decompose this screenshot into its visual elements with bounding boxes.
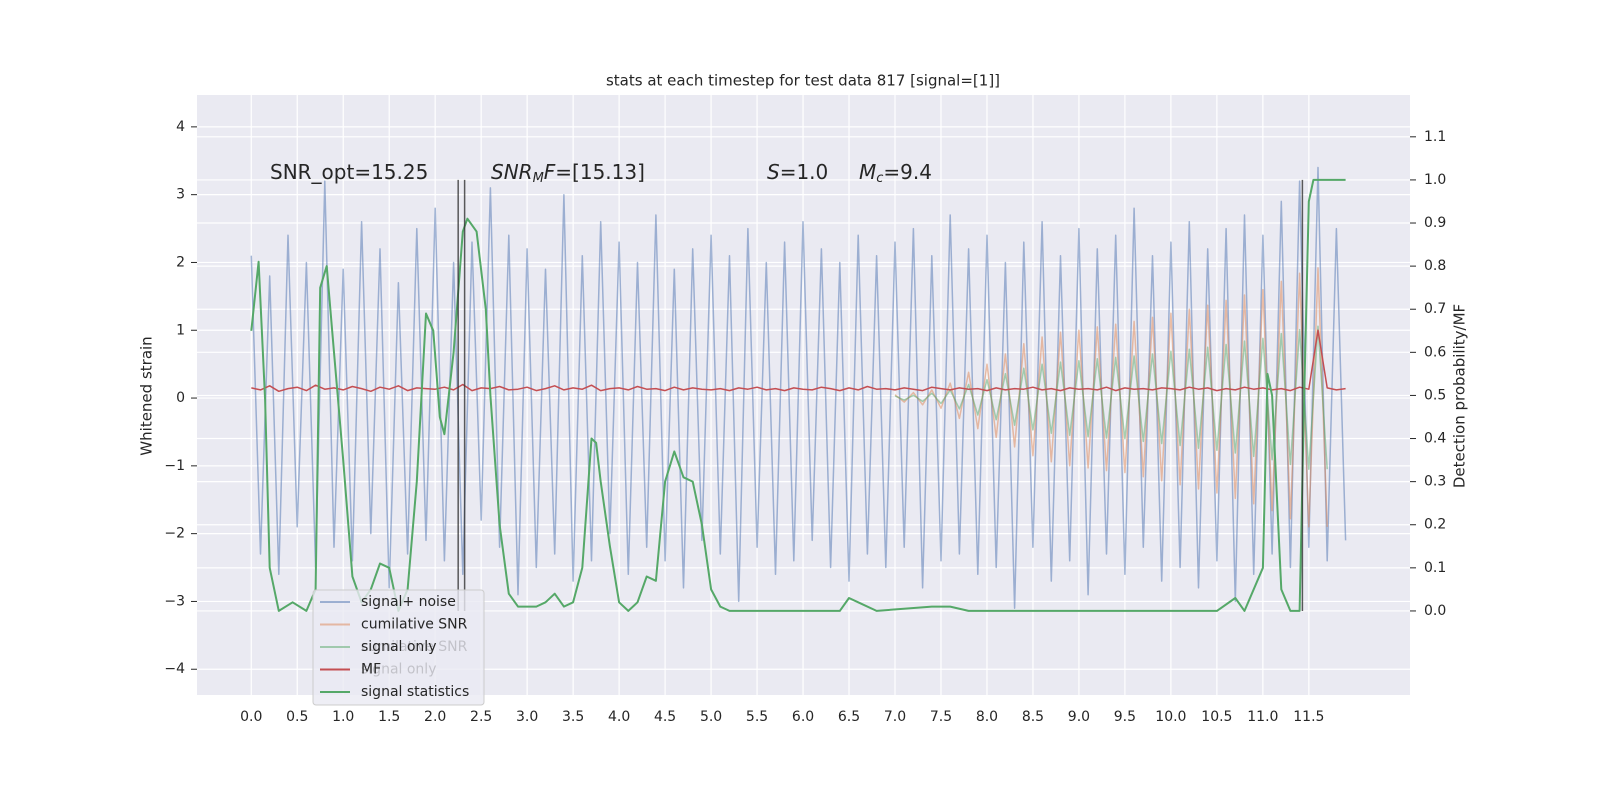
x-tick-label: 9.0 bbox=[1068, 709, 1090, 725]
y2-axis-label: Detection probability/MF bbox=[1451, 304, 1469, 488]
y2-tick-label: 0.2 bbox=[1424, 517, 1446, 533]
annotation: SNRMF=[15.13] bbox=[491, 160, 645, 186]
y2-tick-label: 0.5 bbox=[1424, 387, 1446, 403]
y-tick-label: 3 bbox=[176, 187, 185, 203]
legend-box bbox=[312, 589, 485, 706]
x-tick-label: 3.0 bbox=[516, 709, 538, 725]
annotation-part: =1.0 bbox=[780, 160, 829, 184]
x-tick-label: 8.0 bbox=[976, 709, 998, 725]
annotation-part: F bbox=[544, 160, 556, 184]
y2-tick-label: 0.4 bbox=[1424, 431, 1446, 447]
series-line bbox=[250, 166, 1347, 609]
x-tick-label: 1.0 bbox=[332, 709, 354, 725]
legend-label: cumilative SNR bbox=[361, 617, 468, 633]
annotation-part: SNR_opt=15.25 bbox=[270, 160, 428, 184]
annotation-part: =[15.13] bbox=[555, 160, 645, 184]
y-tick-label: −3 bbox=[164, 593, 185, 609]
x-tick-label: 6.0 bbox=[792, 709, 814, 725]
annotation-part: S bbox=[767, 160, 780, 184]
x-tick-label: 8.5 bbox=[1022, 709, 1044, 725]
annotation: SNR_opt=15.25 bbox=[270, 160, 428, 184]
x-tick-label: 2.5 bbox=[470, 709, 492, 725]
y-tick-label: 2 bbox=[176, 254, 185, 270]
y-axis-label: Whitened strain bbox=[138, 336, 156, 455]
x-tick-label: 3.5 bbox=[562, 709, 584, 725]
x-tick-label: 4.5 bbox=[654, 709, 676, 725]
x-tick-label: 6.5 bbox=[838, 709, 860, 725]
y-tick-label: 1 bbox=[176, 322, 185, 338]
y-tick-label: 0 bbox=[176, 390, 185, 406]
x-tick-label: 0.0 bbox=[240, 709, 262, 725]
x-tick-label: 7.5 bbox=[930, 709, 952, 725]
annotation: S=1.0 bbox=[767, 160, 828, 184]
annotation-part: M bbox=[533, 171, 544, 186]
y2-tick-label: 0.0 bbox=[1424, 603, 1446, 619]
y2-tick-label: 0.1 bbox=[1424, 560, 1446, 576]
series-line bbox=[251, 329, 1346, 393]
annotation-part: M bbox=[859, 160, 876, 184]
x-tick-label: 1.5 bbox=[378, 709, 400, 725]
legend-label: signal+ noise bbox=[361, 594, 456, 610]
x-tick-label: 2.0 bbox=[424, 709, 446, 725]
x-tick-label: 5.0 bbox=[700, 709, 722, 725]
x-tick-label: 5.5 bbox=[746, 709, 768, 725]
y-tick-label: −4 bbox=[164, 661, 185, 677]
y2-tick-label: 0.8 bbox=[1424, 258, 1446, 274]
x-tick-label: 11.0 bbox=[1247, 709, 1278, 725]
legend-label: MF bbox=[361, 662, 381, 678]
x-tick-label: 10.0 bbox=[1155, 709, 1186, 725]
axes: 0.0 0.5 1.0 1.5 2.0 2.5 3.0 3.5 4.0 4.5 5.0 5.5 6.0 6… bbox=[164, 119, 1446, 725]
y2-tick-label: 1.1 bbox=[1424, 129, 1446, 145]
y2-tick-label: 0.6 bbox=[1424, 344, 1446, 360]
annotation-part: c bbox=[876, 171, 883, 186]
x-tick-label: 10.5 bbox=[1201, 709, 1232, 725]
legend-label: signal statistics bbox=[361, 684, 469, 700]
y2-tick-label: 0.3 bbox=[1424, 474, 1446, 490]
x-tick-label: 4.0 bbox=[608, 709, 630, 725]
x-tick-label: 9.5 bbox=[1114, 709, 1136, 725]
y2-tick-label: 1.0 bbox=[1424, 172, 1446, 188]
y-tick-label: −2 bbox=[164, 526, 185, 542]
y-tick-label: 4 bbox=[176, 119, 185, 135]
annotation: Mc=9.4 bbox=[859, 160, 932, 186]
annotation-part: =9.4 bbox=[883, 160, 932, 184]
x-tick-label: 0.5 bbox=[286, 709, 308, 725]
y2-tick-label: 0.9 bbox=[1424, 215, 1446, 231]
x-tick-label: 11.5 bbox=[1293, 709, 1324, 725]
annotation-part: SNR bbox=[491, 160, 533, 184]
y-tick-label: −1 bbox=[164, 458, 185, 474]
y2-tick-label: 0.7 bbox=[1424, 301, 1446, 317]
chart-title: stats at each timestep for test data 817… bbox=[606, 72, 1000, 90]
legend-label: signal only bbox=[361, 639, 436, 655]
x-tick-label: 7.0 bbox=[884, 709, 906, 725]
